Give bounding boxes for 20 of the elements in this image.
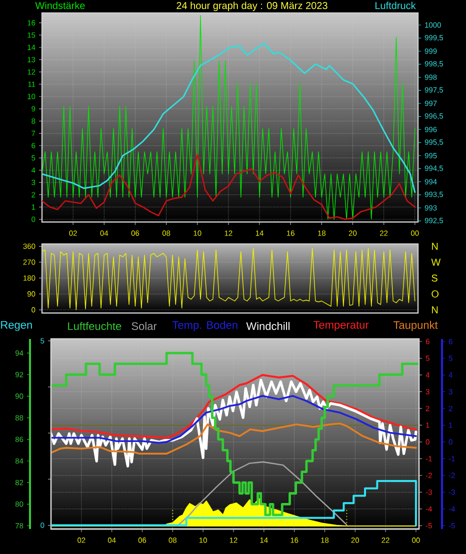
text: S bbox=[432, 274, 438, 282]
text: Taupunkt bbox=[393, 320, 438, 332]
line-series bbox=[42, 15, 416, 220]
text: Temperatur bbox=[313, 321, 369, 331]
chart-title: 24 hour graph day : 09 März 2023 bbox=[176, 2, 328, 12]
text: Temp. Boden bbox=[172, 320, 238, 332]
line-series bbox=[42, 154, 416, 220]
text: N bbox=[432, 306, 438, 314]
text: W bbox=[431, 258, 441, 266]
text: O bbox=[432, 290, 439, 298]
y2-axis-title: Luftdruck bbox=[375, 2, 416, 10]
text: Regen bbox=[1, 321, 32, 331]
line-series bbox=[52, 374, 417, 439]
text: Solar bbox=[132, 322, 157, 330]
y-axis-title: Windstärke bbox=[35, 2, 85, 10]
text: Luftfeuchte bbox=[68, 322, 122, 330]
text: Windchill bbox=[246, 322, 290, 330]
text: N bbox=[432, 242, 438, 250]
line-series bbox=[51, 422, 417, 455]
line-series bbox=[42, 42, 416, 193]
